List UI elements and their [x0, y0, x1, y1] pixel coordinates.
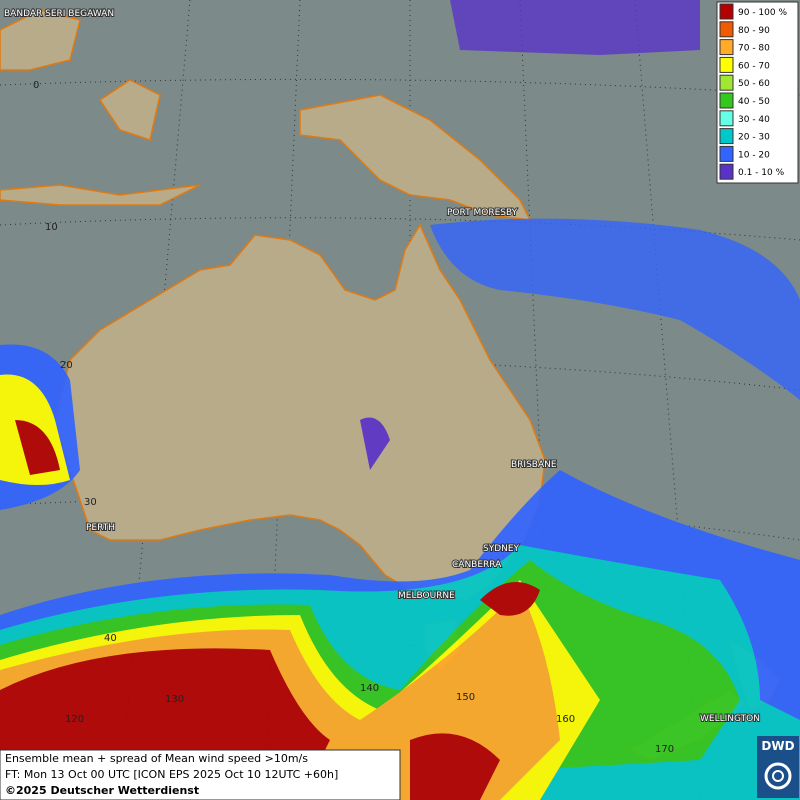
- lat-label: 20: [60, 360, 73, 371]
- legend-swatch: [719, 145, 734, 162]
- city-label: WELLINGTON: [700, 714, 760, 724]
- legend-swatch: [719, 21, 734, 38]
- lon-label: 170: [655, 744, 674, 755]
- city-label: SYDNEY: [483, 544, 520, 554]
- legend-swatch: [719, 163, 734, 180]
- caption-line: FT: Mon 13 Oct 00 UTC [ICON EPS 2025 Oct…: [5, 768, 338, 781]
- city-label: PORT MORESBY: [447, 208, 518, 218]
- legend-swatch: [719, 110, 734, 127]
- logo-swirl: [764, 762, 792, 790]
- legend-swatch: [719, 74, 734, 91]
- lon-label: 130: [165, 694, 184, 705]
- legend: 90 - 100 % 80 - 90 70 - 80 60 - 70 50 - 60 40…: [716, 1, 799, 184]
- legend-label: 20 - 30: [738, 133, 770, 143]
- legend-label: 70 - 80: [738, 44, 770, 54]
- lon-label: 160: [556, 714, 575, 725]
- legend-label: 40 - 50: [738, 97, 770, 107]
- city-label: MELBOURNE: [398, 591, 455, 601]
- lat-label: 0: [33, 80, 39, 91]
- legend-label: 0.1 - 10 %: [738, 168, 785, 178]
- legend-swatch: [719, 128, 734, 145]
- legend-swatch: [719, 39, 734, 56]
- city-label: PERTH: [86, 523, 115, 533]
- lon-label: 150: [456, 692, 475, 703]
- legend-swatch: [719, 3, 734, 20]
- logo-text: DWD: [761, 739, 794, 753]
- lat-label: 10: [45, 222, 58, 233]
- legend-label: 60 - 70: [738, 61, 770, 71]
- city-label: CANBERRA: [452, 560, 502, 570]
- legend-label: 90 - 100 %: [738, 8, 787, 18]
- legend-label: 80 - 90: [738, 26, 770, 36]
- city-label: BRISBANE: [511, 460, 557, 470]
- lat-label: 40: [104, 633, 117, 644]
- lon-label: 120: [65, 714, 84, 725]
- legend-swatch: [719, 92, 734, 109]
- legend-label: 10 - 20: [738, 150, 770, 160]
- lon-label: 140: [360, 683, 379, 694]
- legend-label: 30 - 40: [738, 115, 770, 125]
- lat-label: 30: [84, 497, 97, 508]
- city-label: BANDAR SERI BEGAWAN: [4, 9, 114, 19]
- legend-label: 50 - 60: [738, 79, 770, 89]
- logo-swirl: [772, 770, 784, 782]
- legend-swatch: [719, 56, 734, 73]
- caption-line: ©2025 Deutscher Wetterdienst: [5, 784, 199, 797]
- caption-line: Ensemble mean + spread of Mean wind spee…: [5, 752, 308, 765]
- caption-box: [0, 749, 401, 800]
